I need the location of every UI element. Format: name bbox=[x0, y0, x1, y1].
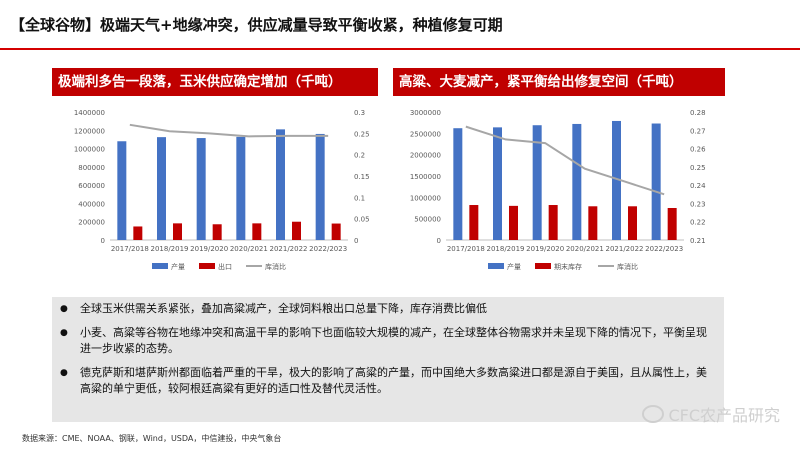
x-tick-label: 2020/2021 bbox=[230, 245, 268, 253]
bar-secondary bbox=[548, 205, 558, 240]
bullet-text: 全球玉米供需关系紧张，叠加高粱减产，全球饲料粮出口总量下降，库存消费比偏低 bbox=[80, 302, 487, 315]
y-tick-label: 2000000 bbox=[410, 152, 441, 160]
y-tick-label: 1500000 bbox=[410, 173, 441, 181]
x-tick-label: 2017/2018 bbox=[111, 245, 149, 253]
sorghum-chart: 0 500000 1000000 1500000 2000000 2500000 30000… bbox=[410, 109, 706, 271]
title-divider bbox=[0, 48, 800, 50]
left-panel-title: 极端利多告一段落，玉米供应确定增加（千吨） bbox=[52, 68, 378, 96]
y2-tick-label: 0 bbox=[354, 237, 358, 245]
legend-swatch bbox=[199, 263, 215, 269]
x-tick-label: 2021/2022 bbox=[606, 245, 644, 253]
y2-tick-label: 0.26 bbox=[690, 146, 706, 154]
bullet-dot-icon: ● bbox=[60, 304, 68, 314]
bar-primary bbox=[651, 123, 661, 240]
line-series bbox=[129, 123, 329, 138]
bullet-item: ● 小麦、高粱等谷物在地缘冲突和高温干旱的影响下也面临较大规模的减产，在全球整体… bbox=[60, 325, 714, 358]
y-tick-label: 500000 bbox=[414, 216, 441, 224]
legend-swatch bbox=[488, 263, 504, 269]
y2-tick-label: 0.15 bbox=[354, 173, 370, 181]
bar-secondary bbox=[292, 221, 301, 240]
bar-secondary bbox=[588, 206, 598, 240]
y-tick-label: 0 bbox=[101, 237, 105, 245]
bar-primary bbox=[157, 137, 166, 240]
bullet-box: ● 全球玉米供需关系紧张，叠加高粱减产，全球饲料粮出口总量下降，库存消费比偏低 … bbox=[52, 297, 724, 422]
y-tick-label: 1000000 bbox=[74, 146, 105, 154]
bar-secondary bbox=[252, 223, 262, 240]
wechat-icon bbox=[642, 405, 665, 423]
legend-swatch bbox=[535, 263, 551, 269]
legend-label: 库消比 bbox=[265, 262, 286, 271]
y2-tick-label: 0.21 bbox=[690, 237, 706, 245]
bar-secondary bbox=[628, 206, 637, 240]
y2-tick-label: 0.23 bbox=[690, 200, 706, 208]
bar-primary bbox=[236, 136, 246, 240]
bullet-text: 德克萨斯和堪萨斯州都面临着严重的干旱，极大的影响了高粱的产量，而中国绝大多数高粱… bbox=[80, 365, 707, 396]
y-tick-label: 2500000 bbox=[410, 130, 441, 138]
bar-secondary bbox=[212, 224, 222, 240]
bar-primary bbox=[196, 138, 206, 240]
x-tick-label: 2022/2023 bbox=[309, 245, 347, 253]
y2-tick-label: 0.22 bbox=[690, 219, 706, 227]
y-tick-label: 3000000 bbox=[410, 109, 441, 117]
bullet-item: ● 全球玉米供需关系紧张，叠加高粱减产，全球饲料粮出口总量下降，库存消费比偏低 bbox=[60, 301, 714, 318]
watermark-text: CFC农产品研究 bbox=[668, 406, 780, 425]
x-tick-label: 2019/2020 bbox=[526, 245, 564, 253]
bar-secondary bbox=[331, 223, 341, 240]
bullet-text: 小麦、高粱等谷物在地缘冲突和高温干旱的影响下也面临较大规模的减产，在全球整体谷物… bbox=[80, 325, 707, 356]
x-tick-label: 2020/2021 bbox=[566, 245, 604, 253]
page-title: 【全球谷物】极端天气+地缘冲突，供应减量导致平衡收紧，种植修复可期 bbox=[10, 16, 503, 34]
line-series bbox=[465, 125, 665, 196]
y2-tick-label: 0.28 bbox=[690, 109, 706, 117]
bar-secondary bbox=[667, 208, 677, 240]
y-tick-label: 200000 bbox=[78, 219, 105, 227]
x-tick-label: 2022/2023 bbox=[645, 245, 683, 253]
bar-secondary bbox=[509, 205, 518, 240]
y2-tick-label: 0.05 bbox=[354, 216, 370, 224]
legend-label: 库消比 bbox=[617, 262, 638, 271]
y2-tick-label: 0.1 bbox=[354, 194, 365, 202]
y-tick-label: 1400000 bbox=[74, 109, 105, 117]
y2-tick-label: 0.2 bbox=[354, 152, 365, 160]
bar-primary bbox=[276, 129, 285, 240]
bar-primary bbox=[612, 120, 621, 240]
y2-tick-label: 0.24 bbox=[690, 182, 706, 190]
y2-tick-label: 0.3 bbox=[354, 109, 365, 117]
x-tick-label: 2017/2018 bbox=[447, 245, 485, 253]
bullet-item: ● 德克萨斯和堪萨斯州都面临着严重的干旱，极大的影响了高粱的产量，而中国绝大多数… bbox=[60, 365, 714, 398]
y2-tick-label: 0.27 bbox=[690, 127, 706, 135]
y-tick-label: 1000000 bbox=[410, 194, 441, 202]
right-panel-title: 高粱、大麦减产，紧平衡给出修复空间（千吨） bbox=[393, 68, 725, 96]
corn-chart: 0 200000 400000 600000 800000 1000000 1200000 1… bbox=[74, 109, 370, 271]
y2-tick-label: 0.25 bbox=[690, 164, 706, 172]
legend-label: 出口 bbox=[218, 262, 232, 271]
bar-primary bbox=[532, 125, 542, 240]
bullet-dot-icon: ● bbox=[60, 327, 68, 338]
bar-primary bbox=[572, 123, 582, 240]
y-tick-label: 800000 bbox=[78, 164, 105, 172]
legend-swatch bbox=[152, 263, 168, 269]
bar-primary bbox=[117, 141, 127, 240]
bullet-dot-icon: ● bbox=[60, 367, 68, 378]
y-tick-label: 400000 bbox=[78, 200, 105, 208]
bar-secondary bbox=[133, 226, 143, 240]
x-tick-label: 2018/2019 bbox=[487, 245, 525, 253]
bar-secondary bbox=[469, 205, 479, 240]
y-tick-label: 1200000 bbox=[74, 127, 105, 135]
y-tick-label: 0 bbox=[437, 237, 441, 245]
data-source: 数据来源：CME、NOAA、钢联，Wind，USDA，中信建投，中央气象台 bbox=[22, 434, 282, 443]
legend-label: 产量 bbox=[507, 262, 521, 271]
bar-primary bbox=[453, 128, 463, 240]
bar-secondary bbox=[173, 223, 182, 240]
bar-primary bbox=[315, 133, 325, 240]
y-tick-label: 600000 bbox=[78, 182, 105, 190]
bar-primary bbox=[493, 127, 502, 240]
watermark: CFC农产品研究 bbox=[642, 402, 780, 426]
x-tick-label: 2021/2022 bbox=[270, 245, 308, 253]
x-tick-label: 2019/2020 bbox=[190, 245, 228, 253]
legend-label: 产量 bbox=[171, 262, 185, 271]
y2-tick-label: 0.25 bbox=[354, 130, 370, 138]
x-tick-label: 2018/2019 bbox=[151, 245, 189, 253]
legend-label: 期末库存 bbox=[554, 262, 582, 271]
